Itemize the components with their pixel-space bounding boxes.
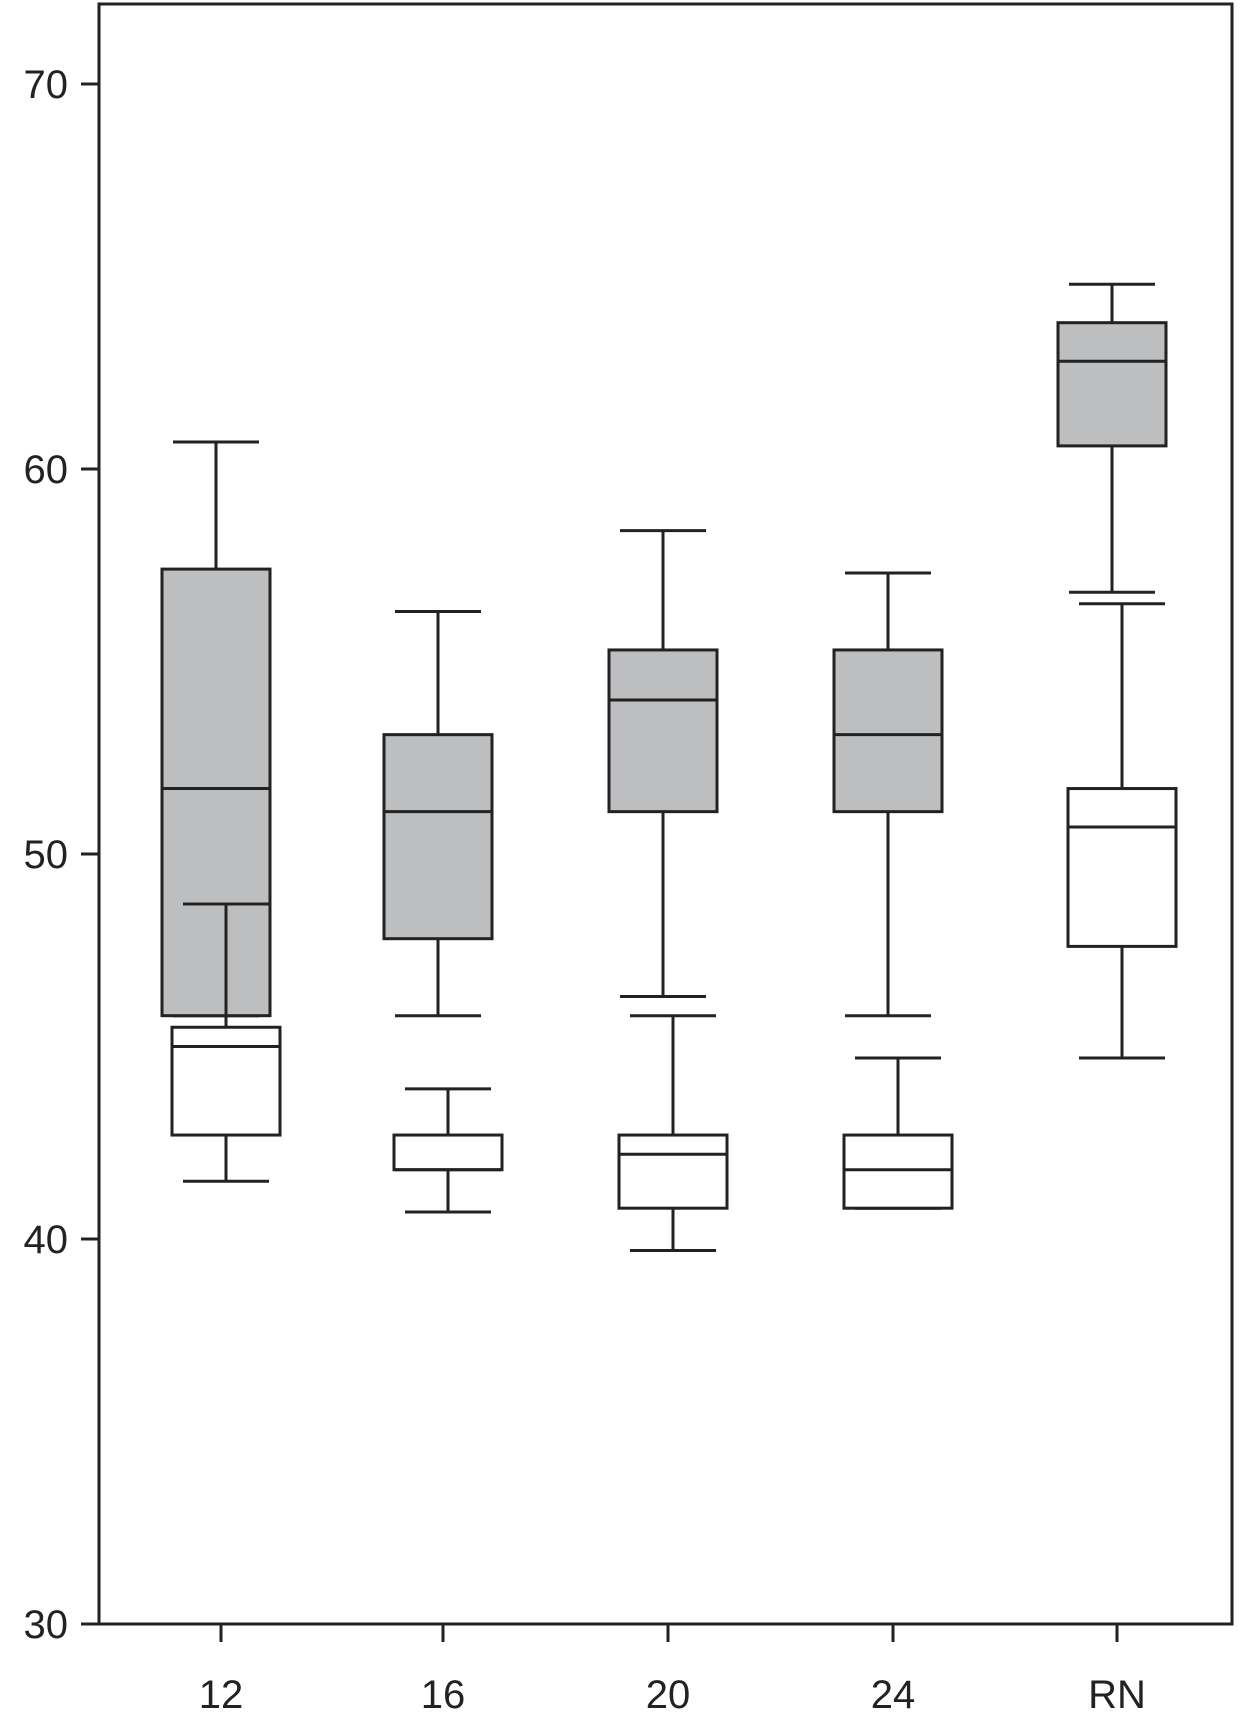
box-shaded-12 <box>160 440 272 1018</box>
boxes-layer <box>160 282 1178 1253</box>
box-white-24 <box>842 1056 954 1210</box>
box-body <box>382 733 494 941</box>
y-tick-label: 40 <box>24 1218 69 1262</box>
box-shaded-rn <box>1056 282 1168 594</box>
y-tick-label: 30 <box>24 1603 69 1647</box>
x-tick-label-20: 20 <box>646 1673 691 1717</box>
x-tick-label-24: 24 <box>871 1673 916 1717</box>
box-body <box>832 648 944 814</box>
box-shaded-24 <box>832 571 944 1018</box>
plot-frame <box>97 2 1234 1626</box>
x-tick-label-12: 12 <box>199 1673 244 1717</box>
box-white-20 <box>617 1014 729 1253</box>
box-body <box>607 648 719 814</box>
y-axis: 30 40 50 60 70 <box>24 63 99 1647</box>
box-body <box>392 1133 504 1172</box>
box-white-rn <box>1066 602 1178 1060</box>
box-body <box>617 1133 729 1210</box>
y-tick-label: 60 <box>24 448 69 492</box>
y-tick-label: 50 <box>24 833 69 877</box>
box-white-12 <box>170 902 282 1183</box>
x-tick-label-16: 16 <box>421 1673 466 1717</box>
x-axis: 12 16 20 24 RN <box>199 1624 1146 1717</box>
box-body <box>170 1025 282 1137</box>
box-body <box>160 567 272 1018</box>
box-body <box>1056 321 1168 448</box>
box-body <box>842 1133 954 1210</box>
box-shaded-20 <box>607 529 719 998</box>
x-tick-label-rn: RN <box>1088 1673 1146 1717</box>
box-body <box>1066 787 1178 948</box>
y-tick-label: 70 <box>24 63 69 107</box>
box-white-16 <box>392 1087 504 1214</box>
box-shaded-16 <box>382 609 494 1018</box>
